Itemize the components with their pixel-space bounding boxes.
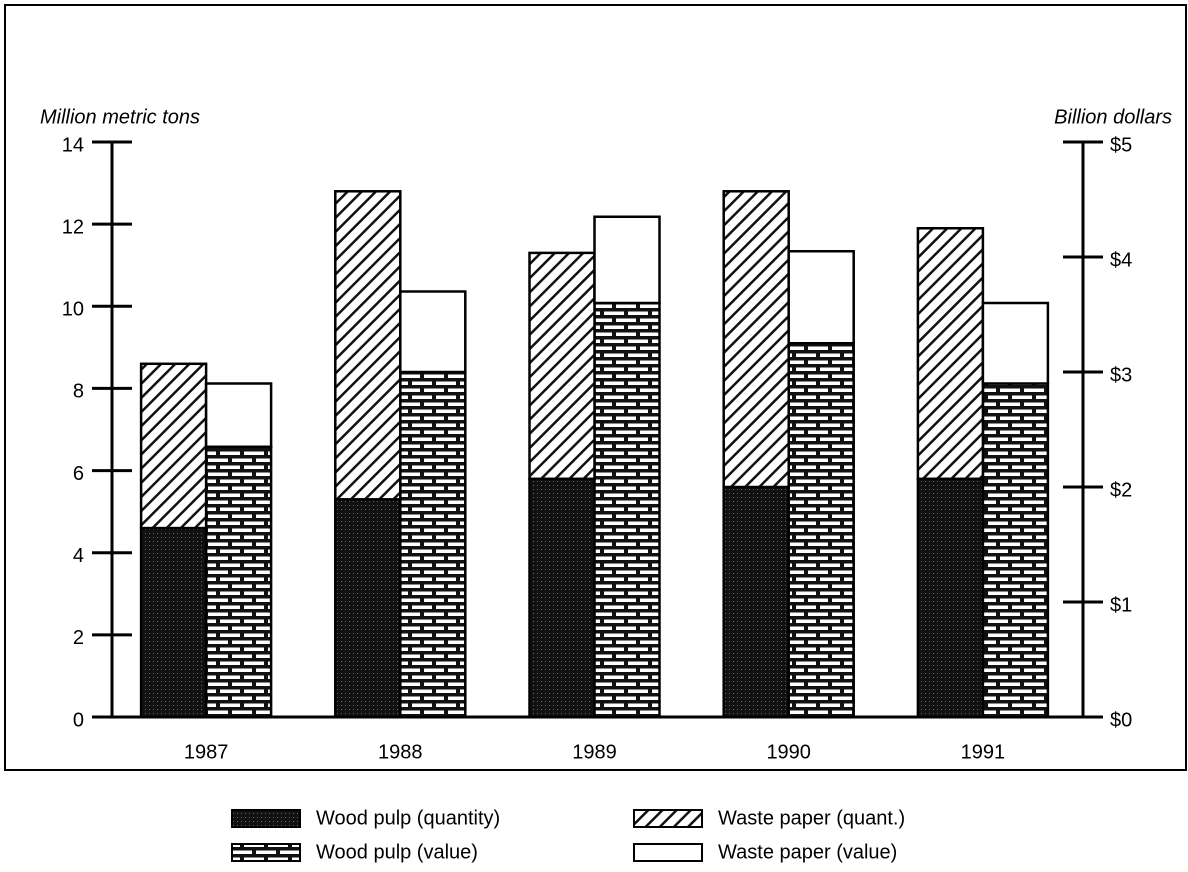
y2-tick-label: $5 xyxy=(1110,134,1132,156)
y2-axis-label: Billion dollars xyxy=(1054,106,1172,128)
bar-segment xyxy=(593,215,661,305)
bar-segment xyxy=(399,290,467,374)
y-tick-label: 8 xyxy=(73,381,84,403)
y-tick-label: 14 xyxy=(62,134,84,156)
x-tick-label: 1990 xyxy=(766,741,811,763)
bar-segment xyxy=(334,190,402,501)
bar-segment xyxy=(981,382,1050,719)
y-tick-label: 12 xyxy=(62,216,84,238)
y2-tick-label: $0 xyxy=(1110,709,1132,731)
legend-swatch xyxy=(633,843,703,862)
legend-swatch xyxy=(231,843,301,862)
bar-segment xyxy=(528,251,596,481)
legend-swatch xyxy=(231,809,301,828)
y2-tick-label: $4 xyxy=(1110,249,1132,271)
bar-segment xyxy=(787,342,855,719)
legend-label: Waste paper (quant.) xyxy=(718,807,905,829)
y-tick-label: 4 xyxy=(73,545,84,567)
legend-swatch xyxy=(633,809,703,828)
bar-segment xyxy=(593,301,661,719)
legend-label: Waste paper (value) xyxy=(718,841,897,863)
bar-segment xyxy=(722,485,790,719)
y-tick-label: 0 xyxy=(73,709,84,731)
y-axis-label: Million metric tons xyxy=(40,106,200,128)
bar-segment xyxy=(204,445,273,719)
y-tick-label: 2 xyxy=(73,627,84,649)
bar-segment xyxy=(722,190,790,489)
bar-segment xyxy=(981,301,1050,385)
x-tick-label: 1989 xyxy=(572,741,617,763)
bar-segment xyxy=(139,526,208,719)
y2-tick-label: $3 xyxy=(1110,364,1132,386)
x-tick-label: 1987 xyxy=(184,741,229,763)
bar-segment xyxy=(916,227,985,481)
y2-tick-label: $2 xyxy=(1110,479,1132,501)
bar-segment xyxy=(916,477,985,719)
y-tick-label: 10 xyxy=(62,299,84,321)
legend-label: Wood pulp (quantity) xyxy=(316,807,500,829)
y-tick-label: 6 xyxy=(73,463,84,485)
bar-segment xyxy=(204,382,273,448)
x-tick-label: 1991 xyxy=(961,741,1006,763)
frame xyxy=(4,4,1187,771)
bar-segment xyxy=(787,250,855,345)
bar-segment xyxy=(528,477,596,719)
x-tick-label: 1988 xyxy=(378,741,423,763)
y2-tick-label: $1 xyxy=(1110,594,1132,616)
legend-label: Wood pulp (value) xyxy=(316,841,478,863)
bar-segment xyxy=(399,370,467,719)
bar-segment xyxy=(139,362,208,530)
bar-segment xyxy=(334,498,402,719)
